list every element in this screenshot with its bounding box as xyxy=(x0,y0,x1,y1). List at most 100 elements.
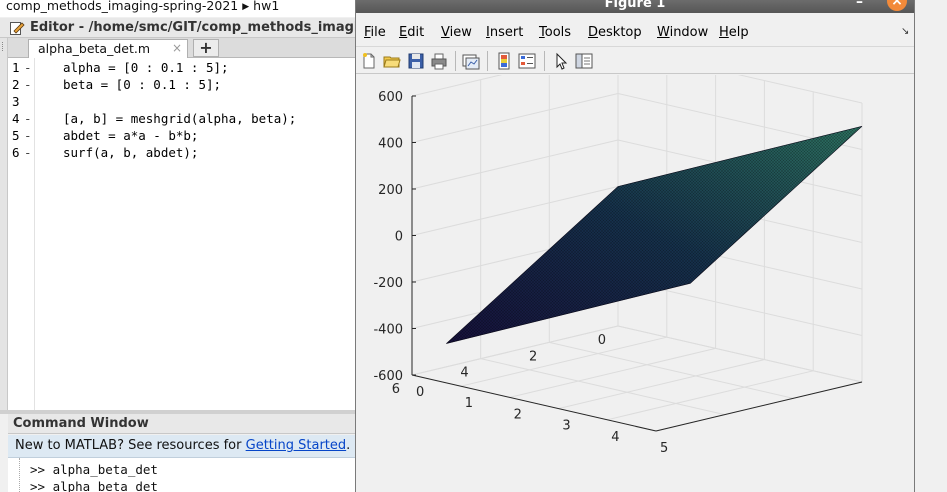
menu-desktop[interactable]: Desktop xyxy=(588,25,642,40)
grid-line xyxy=(549,341,794,399)
print-icon[interactable] xyxy=(430,52,448,70)
z-tick-label: -600 xyxy=(373,369,403,384)
save-icon[interactable] xyxy=(407,52,425,70)
menu-mnemonic: V xyxy=(441,25,450,40)
code-line[interactable]: 6- surf(a, b, abdet); xyxy=(8,144,360,161)
menu-mnemonic: D xyxy=(588,25,599,40)
menu-mnemonic: I xyxy=(486,25,490,40)
panel-divider[interactable] xyxy=(0,410,360,414)
figure-toolbar xyxy=(356,46,914,74)
command-history-line: >> alpha_beta_det xyxy=(30,462,158,477)
x-tick-label: 5 xyxy=(660,441,668,456)
grid-line xyxy=(480,358,725,416)
grid-line xyxy=(509,347,716,398)
pointer-icon[interactable] xyxy=(552,52,570,70)
legend-icon[interactable] xyxy=(518,52,536,70)
menu-tools[interactable]: Tools xyxy=(539,25,571,40)
menu-window[interactable]: Window xyxy=(657,25,708,40)
code-text: alpha = [0 : 0.1 : 5]; xyxy=(63,60,229,75)
z-tick-label: 200 xyxy=(378,183,403,198)
tab-label: alpha_beta_det.m xyxy=(38,41,151,56)
breadcrumb-subfolder[interactable]: hw1 xyxy=(253,0,280,13)
menu-label: nsert xyxy=(489,25,524,40)
figure-title: Figure 1 xyxy=(604,0,666,11)
command-history-line: >> alpha_beta_det xyxy=(30,479,158,492)
editor-title-bar: Editor - /home/smc/GIT/comp_methods_imag… xyxy=(0,18,360,38)
grid-line xyxy=(737,75,863,104)
code-line[interactable]: 1- alpha = [0 : 0.1 : 5]; xyxy=(8,59,360,76)
figure-window: Figure 1 – × File Edit View Insert Tools… xyxy=(355,0,915,492)
x-axis-line xyxy=(411,374,657,432)
menu-insert[interactable]: Insert xyxy=(486,25,523,40)
grid-line xyxy=(411,93,619,143)
grid-line xyxy=(607,370,814,421)
menu-label: esktop xyxy=(598,25,642,40)
code-line[interactable]: 2- beta = [0 : 0.1 : 5]; xyxy=(8,76,360,93)
minimize-icon[interactable]: – xyxy=(856,0,863,10)
tick-labels: 600 400 200 0 -200 -400 -600 0 1 2 3 4 5 0 2 4 6 xyxy=(373,90,668,456)
z-tick-label: 400 xyxy=(378,137,403,152)
grid-line xyxy=(617,325,863,383)
menu-view[interactable]: View xyxy=(441,25,472,40)
tab-close-icon[interactable]: × xyxy=(171,41,182,55)
colorbar-icon[interactable] xyxy=(495,52,513,70)
new-file-icon[interactable] xyxy=(360,52,378,70)
line-number: 3 xyxy=(12,94,20,109)
link-plot-icon[interactable] xyxy=(462,52,480,70)
z-tick-label: -400 xyxy=(373,323,403,338)
code-text: [a, b] = meshgrid(alpha, beta); xyxy=(63,111,297,126)
y-tick-label: 4 xyxy=(460,366,468,381)
code-line[interactable]: 3 xyxy=(8,93,360,110)
add-tab-button[interactable]: + xyxy=(193,39,219,57)
menu-mnemonic: W xyxy=(657,25,670,40)
toolbar-separator xyxy=(487,51,488,71)
grid-line xyxy=(558,359,765,410)
dock-arrow-icon[interactable]: ↘ xyxy=(901,26,910,37)
line-number: 6 xyxy=(12,145,20,160)
breakpoint-marker[interactable]: - xyxy=(24,111,32,126)
property-inspector-icon[interactable] xyxy=(575,52,593,70)
y-tick-label: 0 xyxy=(598,333,606,348)
menu-mnemonic: E xyxy=(399,25,408,40)
x-tick-label: 1 xyxy=(465,396,473,411)
breakpoint-marker[interactable]: - xyxy=(24,128,32,143)
editor-tab-bar: alpha_beta_det.m × + xyxy=(8,38,360,58)
y-tick-label: 6 xyxy=(392,382,400,397)
y-tick-label: 2 xyxy=(529,349,537,364)
surface-layer xyxy=(446,126,863,344)
line-number: 4 xyxy=(12,111,20,126)
tab-alpha-beta-det[interactable]: alpha_beta_det.m × xyxy=(28,39,188,58)
figure-canvas[interactable]: 600 400 200 0 -200 -400 -600 0 1 2 3 4 5 0 2 4 6 xyxy=(356,75,914,492)
command-window[interactable]: >> alpha_beta_det >> alpha_beta_det xyxy=(8,458,360,492)
x-tick-label: 2 xyxy=(514,407,522,422)
breakpoint-marker[interactable]: - xyxy=(24,60,32,75)
menu-mnemonic: F xyxy=(364,25,371,40)
code-line[interactable]: 5- abdet = a*a - b*b; xyxy=(8,127,360,144)
getting-started-link[interactable]: Getting Started xyxy=(245,438,347,453)
menu-edit[interactable]: Edit xyxy=(399,25,424,40)
close-icon[interactable]: × xyxy=(887,0,907,11)
getting-started-banner: New to MATLAB? See resources for Getting… xyxy=(8,435,360,458)
breadcrumb[interactable]: comp_methods_imaging-spring-2021 ▶ hw1 xyxy=(0,0,360,17)
breakpoint-marker[interactable]: - xyxy=(24,77,32,92)
z-tick-label: -200 xyxy=(373,276,403,291)
figure-title-bar[interactable]: Figure 1 – × xyxy=(356,0,914,13)
menu-help[interactable]: Help xyxy=(719,25,749,40)
surface-mesh xyxy=(446,126,862,344)
surface-plot[interactable]: 600 400 200 0 -200 -400 -600 0 1 2 3 4 5 0 2 4 6 xyxy=(356,75,914,492)
grid-line xyxy=(411,186,619,236)
menu-label: indow xyxy=(669,25,709,40)
menu-file[interactable]: File xyxy=(364,25,386,40)
grid-line xyxy=(460,336,667,387)
code-line[interactable]: 4- [a, b] = meshgrid(alpha, beta); xyxy=(8,110,360,127)
line-number-gutter xyxy=(8,58,35,410)
figure-menu-bar: File Edit View Insert Tools Desktop Wind… xyxy=(356,22,914,44)
breadcrumb-folder[interactable]: comp_methods_imaging-spring-2021 xyxy=(6,0,239,13)
code-editor[interactable]: 1- alpha = [0 : 0.1 : 5]; 2- beta = [0 : 0… xyxy=(8,58,360,410)
breakpoint-marker[interactable]: - xyxy=(24,145,32,160)
grid-line xyxy=(411,75,503,97)
z-tick-label: 0 xyxy=(395,230,403,245)
code-text: abdet = a*a - b*b; xyxy=(63,128,199,143)
banner-text: New to MATLAB? See resources for xyxy=(15,438,246,453)
open-folder-icon[interactable] xyxy=(383,52,401,70)
